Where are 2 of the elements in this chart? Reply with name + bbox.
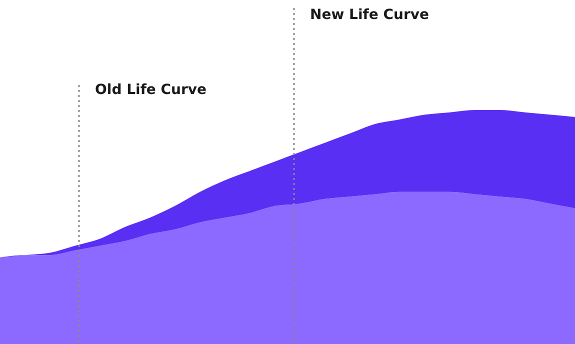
text: Old Life Curve xyxy=(95,82,207,98)
text: New Life Curve xyxy=(310,7,429,23)
